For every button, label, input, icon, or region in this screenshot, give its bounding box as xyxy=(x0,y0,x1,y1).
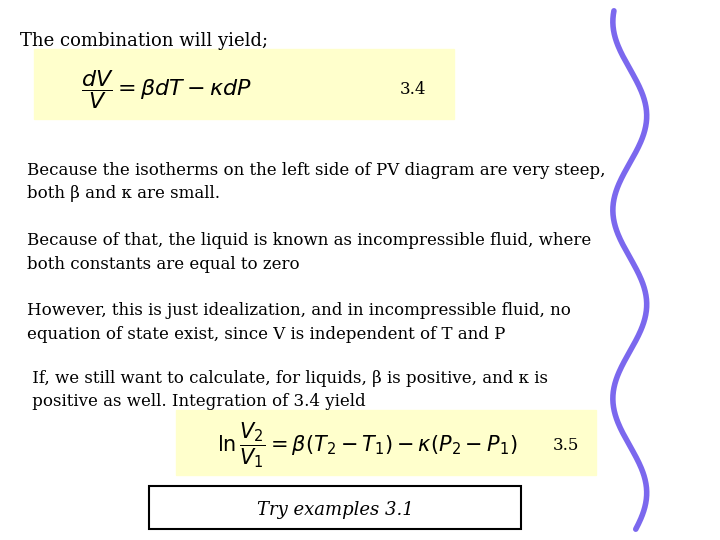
Text: Try examples 3.1: Try examples 3.1 xyxy=(257,501,413,519)
Text: If, we still want to calculate, for liquids, β is positive, and κ is
 positive a: If, we still want to calculate, for liqu… xyxy=(27,370,548,410)
Text: $\dfrac{dV}{V} = \beta dT - \kappa dP$: $\dfrac{dV}{V} = \beta dT - \kappa dP$ xyxy=(81,68,253,111)
FancyBboxPatch shape xyxy=(34,49,454,119)
Text: Because of that, the liquid is known as incompressible fluid, where
both constan: Because of that, the liquid is known as … xyxy=(27,232,591,273)
Text: However, this is just idealization, and in incompressible fluid, no
equation of : However, this is just idealization, and … xyxy=(27,302,571,343)
Text: The combination will yield;: The combination will yield; xyxy=(20,32,269,50)
Text: Because the isotherms on the left side of PV diagram are very steep,
both β and : Because the isotherms on the left side o… xyxy=(27,162,606,202)
Text: 3.5: 3.5 xyxy=(553,437,579,454)
Text: $\ln\dfrac{V_2}{V_1} = \beta(T_2 - T_1) - \kappa(P_2 - P_1)$: $\ln\dfrac{V_2}{V_1} = \beta(T_2 - T_1) … xyxy=(217,421,517,470)
FancyBboxPatch shape xyxy=(176,410,596,475)
FancyBboxPatch shape xyxy=(149,486,521,529)
Text: 3.4: 3.4 xyxy=(400,80,427,98)
